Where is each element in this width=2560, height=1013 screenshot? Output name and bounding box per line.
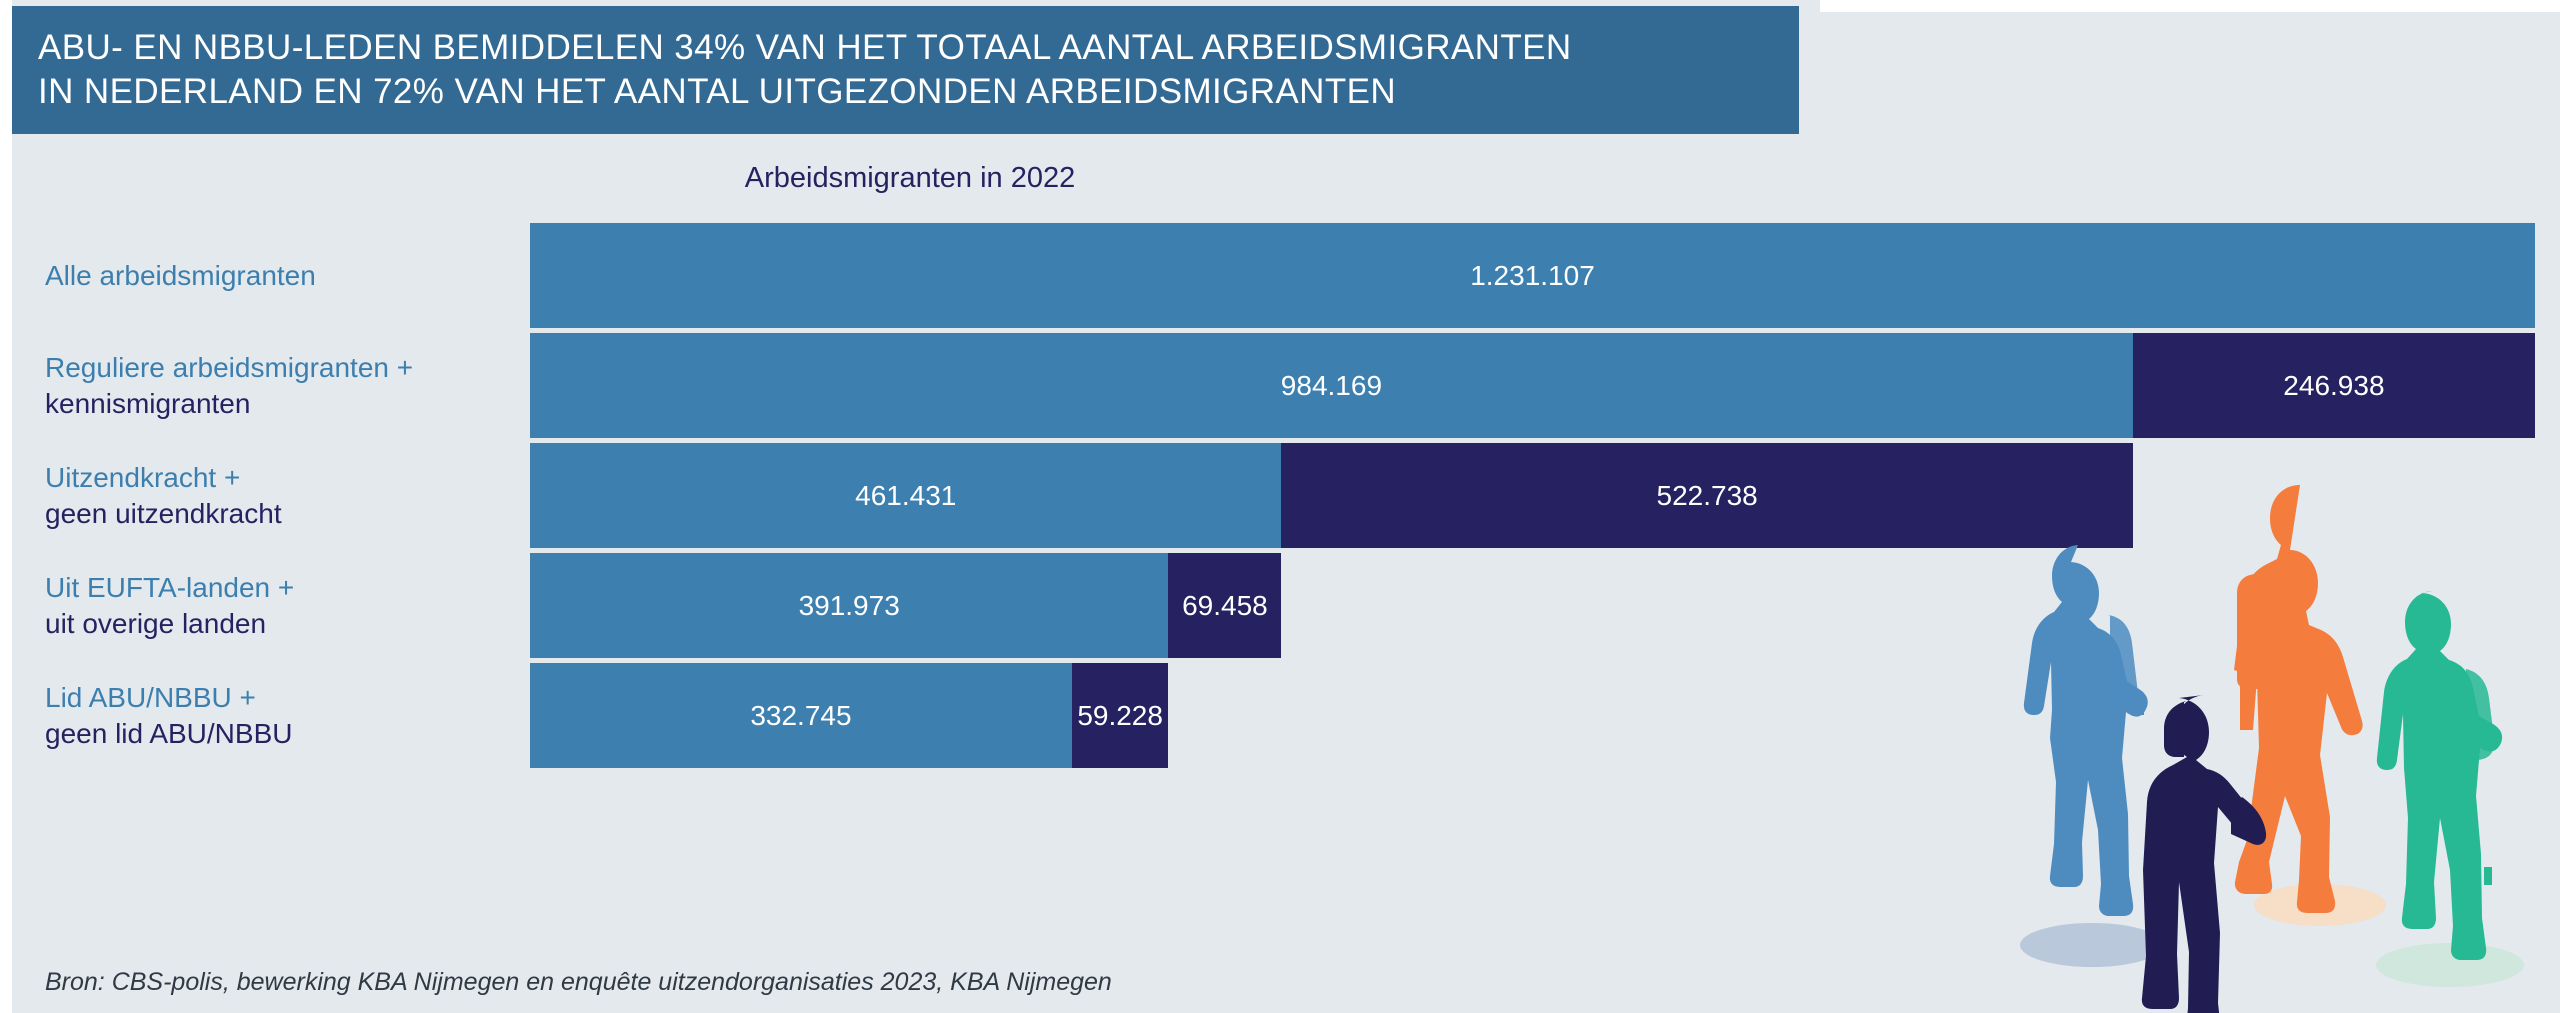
bar-row-label-secondary: geen lid ABU/NBBU: [45, 717, 293, 749]
bar-row-label-primary: Reguliere arbeidsmigranten +: [45, 351, 414, 383]
source-note: Bron: CBS-polis, bewerking KBA Nijmegen …: [45, 968, 1112, 996]
bar-row-label-secondary: geen uitzendkracht: [45, 497, 282, 529]
bar-segment-light[interactable]: 332.745: [530, 663, 1072, 768]
bar-row-label-primary: Uit EUFTA-landen +: [45, 571, 295, 603]
bar-segment-dark[interactable]: 69.458: [1168, 553, 1282, 658]
bar-row-label: Alle arbeidsmigranten: [45, 258, 515, 294]
bar-value-label: 391.973: [798, 589, 900, 621]
bar-segment-light[interactable]: 1.231.107: [530, 223, 2535, 328]
bar-value-label: 69.458: [1182, 589, 1268, 621]
bar-row: Uit EUFTA-landen + uit overige landen 391.…: [0, 553, 2560, 658]
chart-title-text: Arbeidsmigranten in 2022: [744, 162, 1076, 194]
bar-row-label-secondary: kennismigranten: [45, 387, 251, 419]
shadow-blue: [2020, 923, 2164, 967]
bar-value-label: 59.228: [1077, 699, 1163, 731]
bar-track: 332.745 59.228: [530, 663, 1169, 768]
bar-segment-dark[interactable]: 522.738: [1281, 443, 2133, 548]
headline-banner: ABU- EN NBBU-LEDEN BEMIDDELEN 34% VAN HE…: [12, 6, 1799, 134]
shadow-green: [2376, 943, 2524, 987]
chart-title: Arbeidsmigranten in 2022: [0, 162, 2560, 195]
bar-track: 1.231.107: [530, 223, 2535, 328]
headline-line-2: IN NEDERLAND EN 72% VAN HET AANTAL UITGE…: [38, 72, 1397, 111]
bar-track: 391.973 69.458: [530, 553, 1282, 658]
bar-value-label: 522.738: [1656, 479, 1758, 511]
top-right-white-notch: [1820, 0, 2560, 12]
bar-value-label: 332.745: [750, 699, 852, 731]
bar-segment-dark[interactable]: 59.228: [1071, 663, 1169, 768]
bar-segment-light[interactable]: 984.169: [530, 333, 2133, 438]
bar-track: 984.169 246.938: [530, 333, 2535, 438]
bar-row-label-primary: Lid ABU/NBBU +: [45, 681, 256, 713]
bar-value-label: 461.431: [855, 479, 957, 511]
bar-value-label: 984.169: [1280, 369, 1383, 401]
bar-row-label: Uitzendkracht + geen uitzendkracht: [45, 460, 515, 532]
bar-row: Reguliere arbeidsmigranten + kennismigran…: [0, 333, 2560, 438]
left-white-gutter: [0, 0, 12, 1013]
bar-segment-light[interactable]: 391.973: [530, 553, 1169, 658]
bar-segment-light[interactable]: 461.431: [530, 443, 1282, 548]
bar-value-label: 1.231.107: [1470, 259, 1595, 291]
bar-row-label: Uit EUFTA-landen + uit overige landen: [45, 570, 515, 642]
bar-chart-plot-area: Alle arbeidsmigranten 1.231.107 Reguliere …: [0, 223, 2560, 913]
bar-row-label: Lid ABU/NBBU + geen lid ABU/NBBU: [45, 680, 515, 752]
bar-row-label-primary: Uitzendkracht +: [45, 461, 241, 493]
bar-row-label-primary: Alle arbeidsmigranten: [45, 259, 316, 291]
bar-row-label-secondary: uit overige landen: [45, 607, 267, 639]
bar-row-label: Reguliere arbeidsmigranten + kennismigran…: [45, 350, 515, 422]
headline-line-1: ABU- EN NBBU-LEDEN BEMIDDELEN 34% VAN HE…: [38, 28, 1572, 67]
bar-track: 461.431 522.738: [530, 443, 2133, 548]
bar-row: Alle arbeidsmigranten 1.231.107: [0, 223, 2560, 328]
bar-value-label: 246.938: [2283, 369, 2385, 401]
bar-row: Uitzendkracht + geen uitzendkracht 461.431…: [0, 443, 2560, 548]
bar-row: Lid ABU/NBBU + geen lid ABU/NBBU 332.745 59…: [0, 663, 2560, 768]
bar-segment-dark[interactable]: 246.938: [2132, 333, 2535, 438]
